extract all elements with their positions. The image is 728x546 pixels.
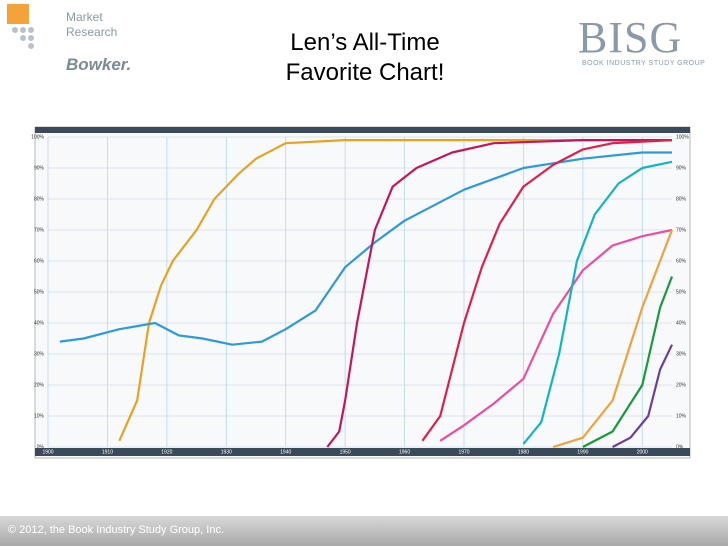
series-line <box>612 344 673 448</box>
series-line <box>439 228 673 442</box>
x-tick-label: 1920 <box>161 449 172 455</box>
logo-bisg: BISG <box>578 13 683 62</box>
y-tick-label: 50% <box>676 289 687 295</box>
y-tick-label: 30% <box>34 351 45 357</box>
x-tick-label: 1910 <box>102 449 113 455</box>
x-tick-label: 1990 <box>577 449 588 455</box>
footer-bar: © 2012, the Book Industry Study Group, I… <box>0 516 728 546</box>
series-line <box>552 229 674 449</box>
slide-title: Len’s All-Time Favorite Chart! <box>245 28 485 88</box>
x-tick-label: 1950 <box>340 449 351 455</box>
footer-text: © 2012, the Book Industry Study Group, I… <box>8 524 225 536</box>
title-line: Len’s All-Time <box>290 29 440 56</box>
y-tick-label: 40% <box>34 320 45 326</box>
y-tick-label: 100% <box>31 134 44 140</box>
logo-brand: Bowker. <box>66 55 132 74</box>
x-tick-label: 1940 <box>280 449 291 455</box>
logo-line: Research <box>66 25 118 39</box>
x-tick-label: 1960 <box>399 449 410 455</box>
logo-line: Market <box>66 10 103 24</box>
logo-text: Market Research <box>66 10 117 40</box>
y-tick-label: 40% <box>676 320 687 326</box>
series-line <box>522 160 673 445</box>
logo-icon <box>7 4 34 49</box>
y-tick-label: 50% <box>34 289 45 295</box>
series-line <box>59 151 672 346</box>
y-tick-label: 10% <box>676 413 687 419</box>
x-tick-label: 1930 <box>221 449 232 455</box>
y-tick-label: 80% <box>34 196 45 202</box>
series-line <box>421 139 673 442</box>
y-tick-label: 90% <box>676 165 687 171</box>
y-tick-label: 60% <box>676 258 687 264</box>
y-tick-label: 0% <box>37 444 45 450</box>
y-tick-label: 70% <box>34 227 45 233</box>
x-tick-label: 1900 <box>42 449 53 455</box>
y-tick-label: 80% <box>676 196 687 202</box>
series-line <box>326 139 672 448</box>
title-line: Favorite Chart! <box>285 59 445 86</box>
chart-top-bar <box>35 127 690 133</box>
y-tick-label: 60% <box>34 258 45 264</box>
y-tick-label: 90% <box>34 165 45 171</box>
y-tick-label: 30% <box>676 351 687 357</box>
y-tick-label: 0% <box>676 444 684 450</box>
x-tick-label: 2000 <box>637 449 648 455</box>
logo-bisg-sub: BOOK INDUSTRY STUDY GROUP <box>582 60 706 67</box>
y-tick-label: 20% <box>34 382 45 388</box>
y-tick-label: 20% <box>676 382 687 388</box>
y-tick-label: 10% <box>34 413 45 419</box>
series-line <box>582 276 674 448</box>
y-tick-label: 70% <box>676 227 687 233</box>
y-tick-label: 100% <box>676 134 689 140</box>
x-tick-label: 1970 <box>458 449 469 455</box>
chart-bottom-bar <box>35 448 690 456</box>
x-tick-label: 1980 <box>518 449 529 455</box>
